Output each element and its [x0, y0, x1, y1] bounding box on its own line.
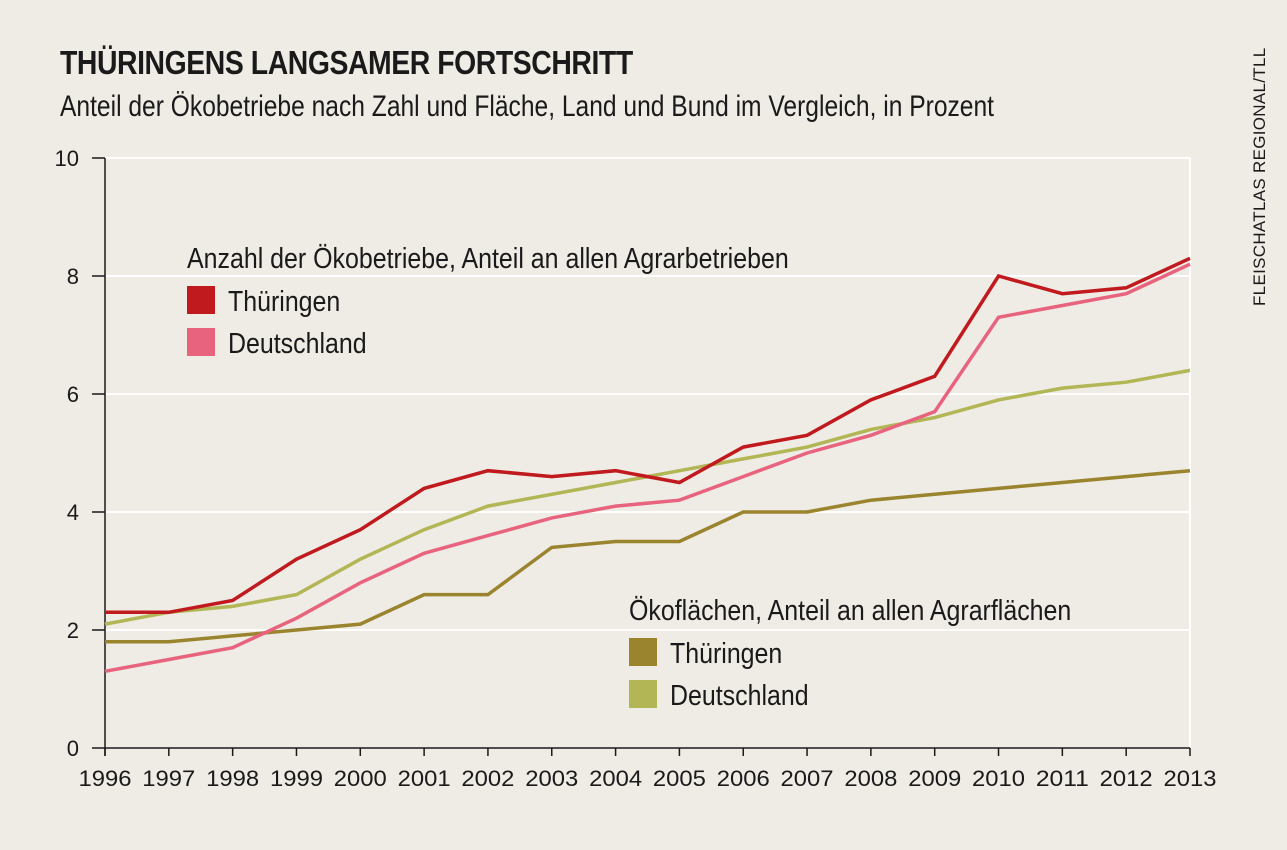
legend-swatch: [629, 680, 657, 708]
x-tick-label: 1996: [79, 766, 132, 791]
legend-swatch: [187, 328, 215, 356]
x-tick-label: 2008: [844, 766, 897, 791]
x-tick-label: 2006: [717, 766, 770, 791]
x-tick-label: 2010: [972, 766, 1025, 791]
legend-heading: Anzahl der Ökobetriebe, Anteil an allen …: [187, 243, 789, 275]
series-lines: [104, 256, 1191, 674]
y-tick-label: 8: [67, 264, 79, 289]
x-tick-label: 1998: [206, 766, 259, 791]
y-tick-label: 10: [55, 146, 79, 171]
axes: 0 2 4 6 8 10 1996 1997 1998 1999 2000 2001 2002 2003 2…: [55, 146, 1217, 791]
x-tick-label: 2001: [398, 766, 451, 791]
legend-swatch: [187, 286, 215, 314]
x-tick-label: 2011: [1036, 766, 1089, 791]
y-tick-label: 6: [67, 382, 79, 407]
y-tick-label: 4: [67, 500, 79, 525]
chart-title: THÜRINGENS LANGSAMER FORTSCHRITT: [60, 44, 633, 81]
series-line: [105, 256, 1191, 615]
x-tick-label: 2013: [1164, 766, 1217, 791]
y-tick-label: 2: [67, 618, 79, 643]
x-tick-label: 2004: [589, 766, 642, 791]
x-tick-label: 2000: [334, 766, 387, 791]
legends: Anzahl der Ökobetriebe, Anteil an allen …: [187, 243, 1071, 712]
x-tick-label: 2007: [781, 766, 834, 791]
legend-heading: Ökoflächen, Anteil an allen Agrarflächen: [629, 595, 1071, 627]
x-tick-label: 2009: [908, 766, 961, 791]
legend-swatch: [629, 638, 657, 666]
x-tick-label: 1997: [142, 766, 195, 791]
legend-label: Thüringen: [228, 286, 340, 318]
chart-subtitle: Anteil der Ökobetriebe nach Zahl und Flä…: [60, 90, 995, 123]
x-tick-label: 2012: [1100, 766, 1153, 791]
series-line: [104, 368, 1191, 626]
legend-label: Thüringen: [670, 638, 782, 670]
x-tick-label: 2003: [525, 766, 578, 791]
x-tick-label: 2002: [461, 766, 514, 791]
legend-label: Deutschland: [670, 680, 809, 712]
x-tick-label: 1999: [270, 766, 323, 791]
series-line: [104, 262, 1191, 674]
series-line: [105, 468, 1191, 644]
y-tick-label: 0: [67, 736, 79, 761]
legend-label: Deutschland: [228, 328, 367, 360]
x-tick-label: 2005: [653, 766, 706, 791]
